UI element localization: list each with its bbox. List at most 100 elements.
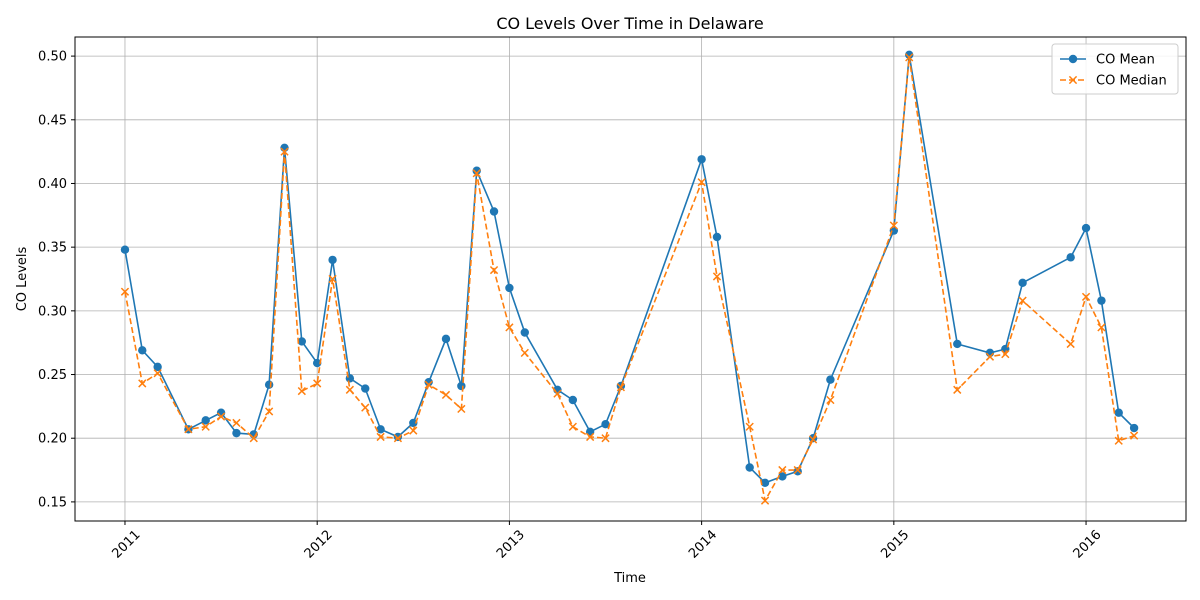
data-point	[889, 221, 898, 230]
data-point	[1066, 339, 1075, 349]
legend-marker	[1068, 54, 1078, 64]
data-point	[376, 425, 385, 434]
data-point	[778, 472, 787, 481]
y-tick-label: 0.20	[38, 432, 67, 447]
data-point	[361, 384, 370, 393]
data-point	[712, 232, 722, 242]
data-point	[120, 245, 130, 254]
legend-marker	[1068, 75, 1078, 85]
legend-box	[1051, 43, 1179, 95]
data-point	[216, 412, 226, 421]
data-point	[586, 432, 595, 442]
data-point	[138, 346, 147, 355]
data-point	[120, 287, 130, 296]
data-point	[1114, 408, 1123, 417]
data-point	[457, 404, 466, 414]
y-tick-label: 0.45	[38, 113, 67, 128]
x-tick-label: 2014	[686, 528, 720, 562]
data-point	[409, 426, 418, 435]
data-point	[184, 425, 193, 434]
data-point	[313, 379, 322, 388]
series-co-mean	[120, 50, 1139, 487]
legend: CO Mean CO Median	[1051, 43, 1179, 95]
data-point	[778, 465, 787, 475]
data-point	[1114, 436, 1123, 445]
data-point	[232, 418, 241, 428]
data-point	[297, 337, 307, 346]
data-point	[345, 385, 354, 394]
data-point	[1001, 350, 1010, 359]
data-point	[489, 207, 499, 216]
data-point	[697, 155, 706, 164]
data-point	[568, 395, 578, 405]
data-point	[826, 375, 835, 384]
data-point	[745, 422, 754, 431]
data-point	[905, 50, 914, 60]
x-tick-label: 2011	[109, 528, 143, 562]
legend-entry: CO Median	[1060, 74, 1167, 89]
data-point	[489, 265, 499, 275]
data-point	[712, 272, 722, 281]
y-tick-label: 0.35	[38, 241, 67, 256]
data-point	[424, 380, 433, 389]
data-point	[393, 432, 403, 442]
data-point	[793, 465, 802, 475]
data-point	[265, 407, 274, 416]
data-point	[1018, 278, 1027, 288]
data-point	[249, 434, 258, 443]
data-point	[376, 432, 385, 442]
data-point	[457, 381, 466, 391]
data-point	[697, 178, 706, 187]
x-tick-label: 2013	[494, 528, 528, 562]
series-line	[124, 54, 1135, 484]
data-point	[760, 496, 770, 505]
data-point	[553, 389, 562, 398]
x-tick-label: 2016	[1071, 528, 1105, 562]
data-point	[232, 428, 241, 438]
series-line	[124, 57, 1135, 503]
data-point	[616, 383, 626, 392]
data-point	[1097, 323, 1106, 332]
data-point	[472, 169, 481, 178]
legend-entry: CO Mean	[1060, 53, 1155, 68]
data-point	[568, 422, 577, 431]
plot-frame	[74, 36, 1187, 522]
data-point	[280, 147, 289, 156]
x-tick-label: 2015	[878, 528, 912, 562]
data-point	[472, 166, 481, 175]
data-point	[793, 467, 802, 476]
data-point	[1097, 296, 1106, 305]
data-point	[905, 53, 914, 62]
data-point	[808, 434, 818, 443]
data-point	[361, 403, 370, 412]
data-point	[328, 274, 337, 284]
data-point	[601, 434, 610, 443]
data-point	[760, 478, 770, 487]
data-point	[328, 255, 337, 265]
data-point	[201, 416, 210, 425]
data-point	[745, 463, 754, 472]
data-point	[441, 390, 451, 400]
data-point	[826, 395, 835, 405]
data-point	[441, 334, 451, 344]
data-point	[505, 323, 514, 332]
x-axis-label: Time	[613, 571, 646, 586]
y-tick-label: 0.30	[38, 304, 67, 319]
data-point	[153, 362, 162, 372]
y-tick-label: 0.25	[38, 368, 67, 383]
axes: 0.15 0.20 0.25 0.30 0.35 0.40 0.45 0.50 2011 2012…	[38, 50, 1105, 562]
data-point	[953, 385, 962, 394]
data-point	[953, 339, 962, 349]
data-point	[201, 422, 210, 431]
legend-label: CO Median	[1096, 74, 1167, 89]
data-point	[264, 380, 274, 389]
data-point	[297, 386, 306, 396]
data-point	[1081, 292, 1091, 301]
data-point	[601, 420, 610, 429]
data-point	[1018, 296, 1027, 305]
series-co-median	[120, 53, 1139, 505]
data-point	[616, 381, 626, 391]
series-layer	[120, 50, 1139, 505]
data-point	[1066, 253, 1075, 262]
